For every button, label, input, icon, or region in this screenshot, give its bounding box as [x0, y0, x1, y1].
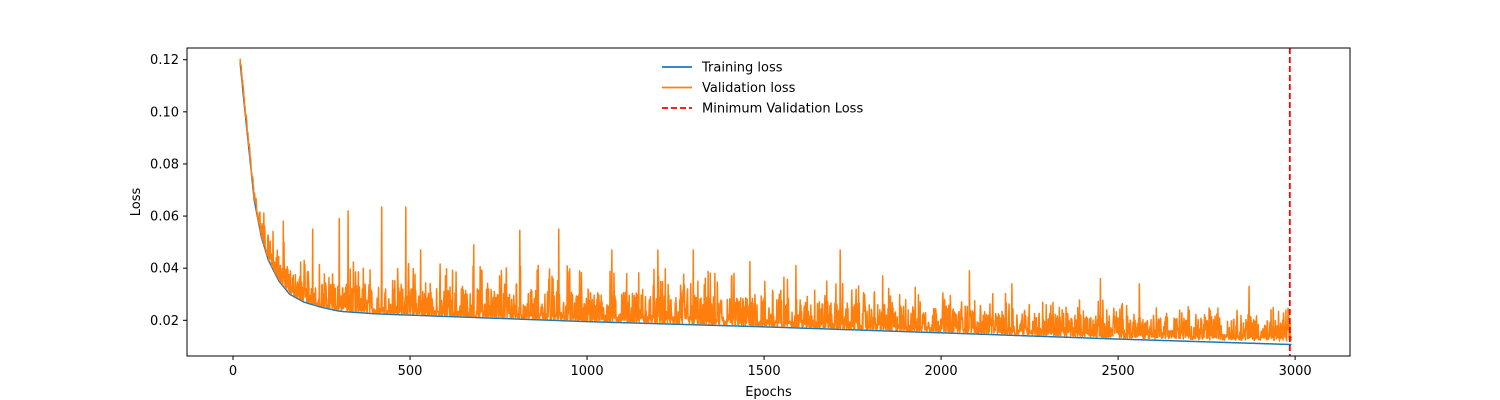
x-tick-label: 0	[229, 364, 237, 379]
x-tick-label: 2000	[925, 364, 958, 379]
legend: Training loss Validation loss Minimum Va…	[662, 61, 863, 117]
y-tick-label: 0.06	[150, 210, 179, 225]
x-tick-label: 3000	[1279, 364, 1312, 379]
y-axis-label: Loss	[129, 188, 144, 217]
legend-label-training: Training loss	[701, 61, 783, 76]
x-tick-label: 500	[398, 364, 423, 379]
training-loss-line	[239, 62, 1292, 346]
y-axis-ticks: 0.02 0.04 0.06 0.08 0.10 0.12	[150, 53, 187, 329]
x-tick-label: 2500	[1102, 364, 1135, 379]
legend-label-validation: Validation loss	[702, 81, 796, 96]
y-tick-label: 0.12	[150, 53, 179, 68]
y-tick-label: 0.10	[150, 105, 179, 120]
y-tick-label: 0.02	[150, 314, 179, 329]
x-tick-label: 1000	[571, 364, 604, 379]
x-axis-label: Epochs	[745, 385, 792, 400]
x-tick-label: 1500	[748, 364, 781, 379]
y-tick-label: 0.04	[150, 262, 179, 277]
x-axis-ticks: 0 500 1000 1500 2000 2500 3000	[229, 356, 1312, 379]
axes-frame	[186, 47, 1351, 357]
y-tick-label: 0.08	[150, 157, 179, 172]
validation-loss-line	[239, 58, 1292, 342]
plot-area	[239, 48, 1292, 356]
legend-label-min-val: Minimum Validation Loss	[702, 102, 863, 117]
